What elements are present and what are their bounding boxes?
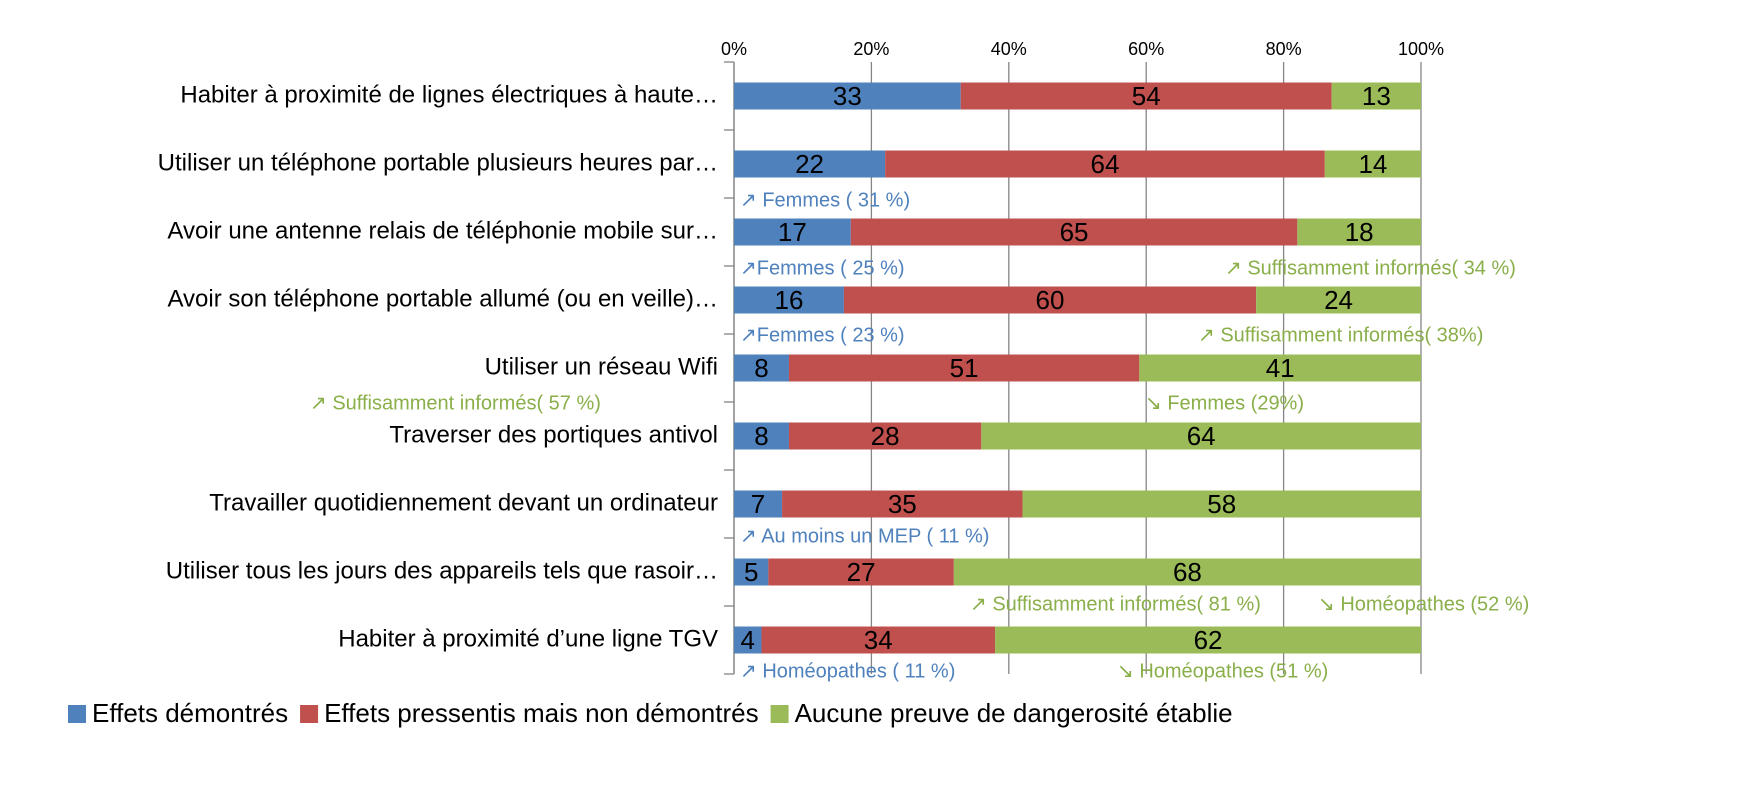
data-label: 5 [744, 557, 758, 587]
bar-segment [768, 558, 954, 586]
data-label: 65 [1060, 217, 1089, 247]
annotation: ↗ Suffisamment informés( 34 %) [1225, 257, 1516, 279]
x-tick-label: 20% [853, 39, 889, 59]
data-label: 8 [754, 421, 768, 451]
category-label: Utiliser un téléphone portable plusieurs… [158, 149, 718, 176]
category-label: Traverser des portiques antivol [389, 421, 718, 448]
annotation: ↘ Homéopathes (52 %) [1318, 593, 1529, 615]
bar-segment [1324, 150, 1421, 178]
data-label: 14 [1358, 149, 1387, 179]
annotation: ↗ Suffisamment informés( 38%) [1198, 324, 1483, 346]
data-label: 64 [1091, 149, 1120, 179]
annotation: ↘ Femmes (29%) [1145, 392, 1304, 414]
data-label: 68 [1173, 557, 1202, 587]
category-label: Avoir une antenne relais de téléphonie m… [167, 217, 718, 244]
data-label: 27 [847, 557, 876, 587]
annotation: ↘ Homéopathes (51 %) [1117, 660, 1328, 682]
annotation: ↗ Femmes ( 31 %) [740, 189, 910, 211]
bar-segment [850, 218, 1298, 246]
bar-segment [782, 490, 1023, 518]
x-tick-label: 80% [1266, 39, 1302, 59]
data-label: 22 [795, 149, 824, 179]
bar-segment [1139, 354, 1421, 382]
data-label: 41 [1266, 353, 1295, 383]
bar-segment [1297, 218, 1421, 246]
category-label: Utiliser un réseau Wifi [485, 353, 718, 380]
bar-segment [734, 354, 789, 382]
data-label: 62 [1194, 625, 1223, 655]
category-label: Habiter à proximité d’une ligne TGV [338, 625, 718, 652]
data-label: 24 [1324, 285, 1353, 315]
bar-segment [788, 422, 982, 450]
data-label: 16 [774, 285, 803, 315]
annotation: ↗ Homéopathes ( 11 %) [740, 660, 955, 682]
data-label: 4 [741, 625, 755, 655]
x-tick-label: 0% [721, 39, 747, 59]
data-label: 18 [1345, 217, 1374, 247]
x-tick-label: 40% [991, 39, 1027, 59]
data-label: 28 [871, 421, 900, 451]
bar-segment [788, 354, 1140, 382]
bar-segment [1256, 286, 1421, 314]
bar-segment [953, 558, 1421, 586]
bar-segment [734, 150, 886, 178]
bar-segment [960, 82, 1332, 110]
bar-segment [843, 286, 1257, 314]
bar-segment [1022, 490, 1421, 518]
data-label: 7 [751, 489, 765, 519]
x-tick-label: 60% [1128, 39, 1164, 59]
bar-segment [1331, 82, 1421, 110]
bar-segment [734, 422, 789, 450]
bar-segment [885, 150, 1325, 178]
annotation: ↗ Suffisamment informés( 81 %) [970, 593, 1261, 615]
annotation: ↗ Suffisamment informés( 57 %) [310, 392, 601, 414]
category-label: Utiliser tous les jours des appareils te… [166, 557, 718, 584]
data-label: 34 [864, 625, 893, 655]
category-label: Travailler quotidiennement devant un ord… [209, 489, 718, 516]
legend-label: Effets démontrés [92, 698, 288, 728]
legend-label: Aucune preuve de dangerosité établie [795, 698, 1233, 728]
legend-label: Effets pressentis mais non démontrés [324, 698, 759, 728]
legend-swatch [68, 705, 86, 723]
legend-swatch [770, 705, 789, 723]
bar-segment [995, 626, 1421, 654]
legend-swatch [300, 705, 319, 723]
x-tick-label: 100% [1398, 39, 1444, 59]
data-label: 58 [1207, 489, 1236, 519]
bar-segment [734, 490, 783, 518]
data-label: 17 [778, 217, 807, 247]
bar-segment [734, 626, 762, 654]
bar-segment [734, 558, 769, 586]
annotation: ↗ Au moins un MEP ( 11 %) [740, 525, 989, 547]
category-label: Avoir son téléphone portable allumé (ou … [167, 285, 718, 312]
annotation: ↗Femmes ( 25 %) [740, 257, 905, 279]
bar-segment [761, 626, 996, 654]
annotation: ↗Femmes ( 23 %) [740, 324, 905, 346]
data-label: 60 [1036, 285, 1065, 315]
data-label: 8 [754, 353, 768, 383]
bar-segment [734, 218, 851, 246]
bar-segment [734, 82, 961, 110]
data-label: 54 [1132, 81, 1161, 111]
data-label: 33 [833, 81, 862, 111]
data-label: 64 [1187, 421, 1216, 451]
category-label: Habiter à proximité de lignes électrique… [180, 81, 718, 108]
bar-segment [981, 422, 1421, 450]
data-label: 51 [950, 353, 979, 383]
data-label: 35 [888, 489, 917, 519]
data-label: 13 [1362, 81, 1391, 111]
bar-segment [734, 286, 844, 314]
